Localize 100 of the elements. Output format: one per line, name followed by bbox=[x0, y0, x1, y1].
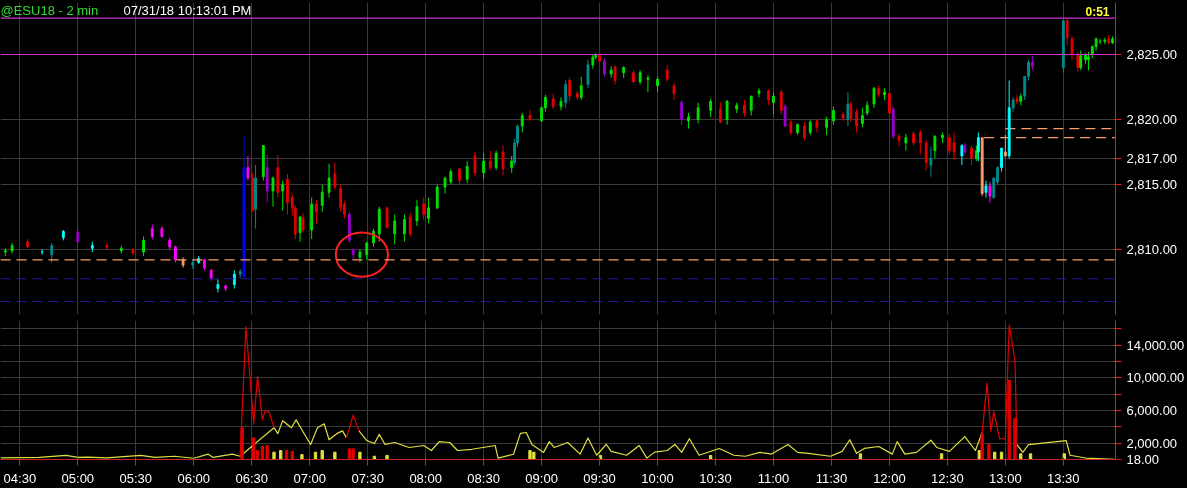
x-tick-label: 09:30 bbox=[583, 470, 616, 486]
candlestick bbox=[849, 100, 853, 123]
candlestick bbox=[709, 98, 713, 118]
candlestick bbox=[315, 199, 318, 224]
candlestick bbox=[680, 99, 684, 126]
candlestick bbox=[779, 89, 783, 115]
candlestick bbox=[427, 197, 430, 224]
y-tick-label: 10,000.00 bbox=[1126, 370, 1185, 386]
bar bbox=[279, 450, 283, 460]
x-tick-label: 08:30 bbox=[467, 470, 500, 486]
candlestick bbox=[528, 109, 532, 122]
bar bbox=[993, 451, 997, 460]
x-tick-label: 06:30 bbox=[235, 470, 269, 486]
bar bbox=[351, 448, 355, 460]
bar bbox=[347, 448, 352, 460]
candlestick bbox=[559, 96, 563, 111]
y-tick-label: 2,817.00 bbox=[1126, 151, 1178, 166]
line-series bbox=[358, 430, 983, 459]
candlestick bbox=[947, 133, 951, 156]
candlestick bbox=[393, 213, 397, 245]
candlestick bbox=[271, 176, 275, 208]
bar bbox=[939, 453, 944, 460]
x-tick-label: 05:30 bbox=[119, 470, 153, 486]
y-tick-label: 2,820.00 bbox=[1126, 112, 1178, 127]
x-tick-label: 07:00 bbox=[293, 470, 326, 486]
candlestick bbox=[918, 129, 922, 156]
candlestick bbox=[970, 145, 973, 166]
x-tick-label: 10:00 bbox=[641, 470, 674, 486]
chart-subtitle: 07/31/18 10:13:01 PM bbox=[123, 2, 252, 18]
candlestick bbox=[320, 184, 324, 213]
candlestick bbox=[872, 86, 876, 109]
x-tick-label: 09:00 bbox=[525, 470, 558, 486]
candlestick bbox=[904, 133, 908, 152]
candlestick bbox=[1015, 94, 1019, 105]
candlestick bbox=[897, 133, 901, 148]
bar bbox=[1028, 453, 1033, 460]
bar bbox=[987, 443, 991, 460]
candlestick bbox=[586, 59, 590, 89]
bar bbox=[358, 451, 362, 460]
bar bbox=[320, 450, 324, 460]
candlestick bbox=[422, 197, 426, 221]
candlestick bbox=[725, 99, 729, 126]
candlestick bbox=[408, 212, 412, 237]
y-tick-label: 6,000.00 bbox=[1126, 402, 1178, 418]
candlestick bbox=[988, 181, 992, 204]
y-tick-label: 2,000.00 bbox=[1126, 435, 1178, 451]
candlestick bbox=[238, 268, 242, 279]
bar bbox=[385, 454, 389, 460]
candlestick bbox=[696, 102, 700, 124]
candlestick bbox=[333, 161, 337, 191]
candlestick bbox=[403, 213, 406, 243]
candlestick bbox=[482, 152, 486, 180]
candlestick bbox=[1065, 18, 1069, 46]
x-tick-label: 11:00 bbox=[757, 470, 790, 486]
candlestick bbox=[1000, 147, 1003, 172]
line-series bbox=[0, 419, 348, 459]
candlestick bbox=[749, 95, 753, 117]
candlestick bbox=[831, 106, 835, 126]
y-tick-label: 2,815.00 bbox=[1126, 177, 1178, 192]
candlestick bbox=[246, 155, 250, 182]
annotation: 0:51 bbox=[1085, 4, 1110, 19]
candlestick bbox=[50, 242, 54, 263]
x-tick-label: 12:00 bbox=[873, 470, 906, 486]
candlestick bbox=[488, 150, 492, 171]
candlestick bbox=[672, 82, 676, 101]
candlestick bbox=[465, 160, 469, 184]
candlestick bbox=[339, 184, 343, 213]
candlestick bbox=[929, 146, 933, 178]
candlestick bbox=[1070, 35, 1074, 61]
bar bbox=[999, 451, 1004, 460]
candlestick bbox=[265, 154, 269, 204]
bar bbox=[265, 444, 269, 460]
candlestick bbox=[301, 212, 305, 234]
candlestick bbox=[933, 134, 937, 159]
candlestick bbox=[281, 180, 285, 211]
candlestick bbox=[855, 108, 859, 133]
candlestick bbox=[40, 249, 44, 256]
candlestick bbox=[984, 180, 988, 198]
candlestick bbox=[603, 57, 606, 78]
x-tick-label: 08:00 bbox=[409, 470, 442, 486]
candlestick bbox=[772, 91, 775, 115]
candlestick bbox=[520, 112, 524, 133]
bar bbox=[333, 451, 337, 460]
x-tick-label: 13:30 bbox=[1047, 470, 1080, 486]
x-tick-label: 11:30 bbox=[815, 470, 848, 486]
candlestick bbox=[825, 116, 828, 136]
x-tick-label: 04:30 bbox=[3, 470, 37, 486]
x-tick-label: 07:30 bbox=[351, 470, 384, 486]
x-tick-label: 06:00 bbox=[177, 470, 211, 486]
x-tick-label: 13:00 bbox=[989, 470, 1022, 486]
candlestick bbox=[501, 145, 505, 176]
candlestick bbox=[1076, 51, 1080, 72]
candlestick bbox=[1079, 50, 1083, 71]
candlestick bbox=[887, 91, 891, 117]
candlestick bbox=[142, 236, 145, 257]
bar bbox=[313, 451, 318, 460]
y-tick-label: 2,825.00 bbox=[1126, 47, 1178, 62]
candlestick bbox=[435, 184, 439, 210]
candlestick bbox=[415, 199, 419, 227]
candlestick bbox=[924, 139, 928, 171]
